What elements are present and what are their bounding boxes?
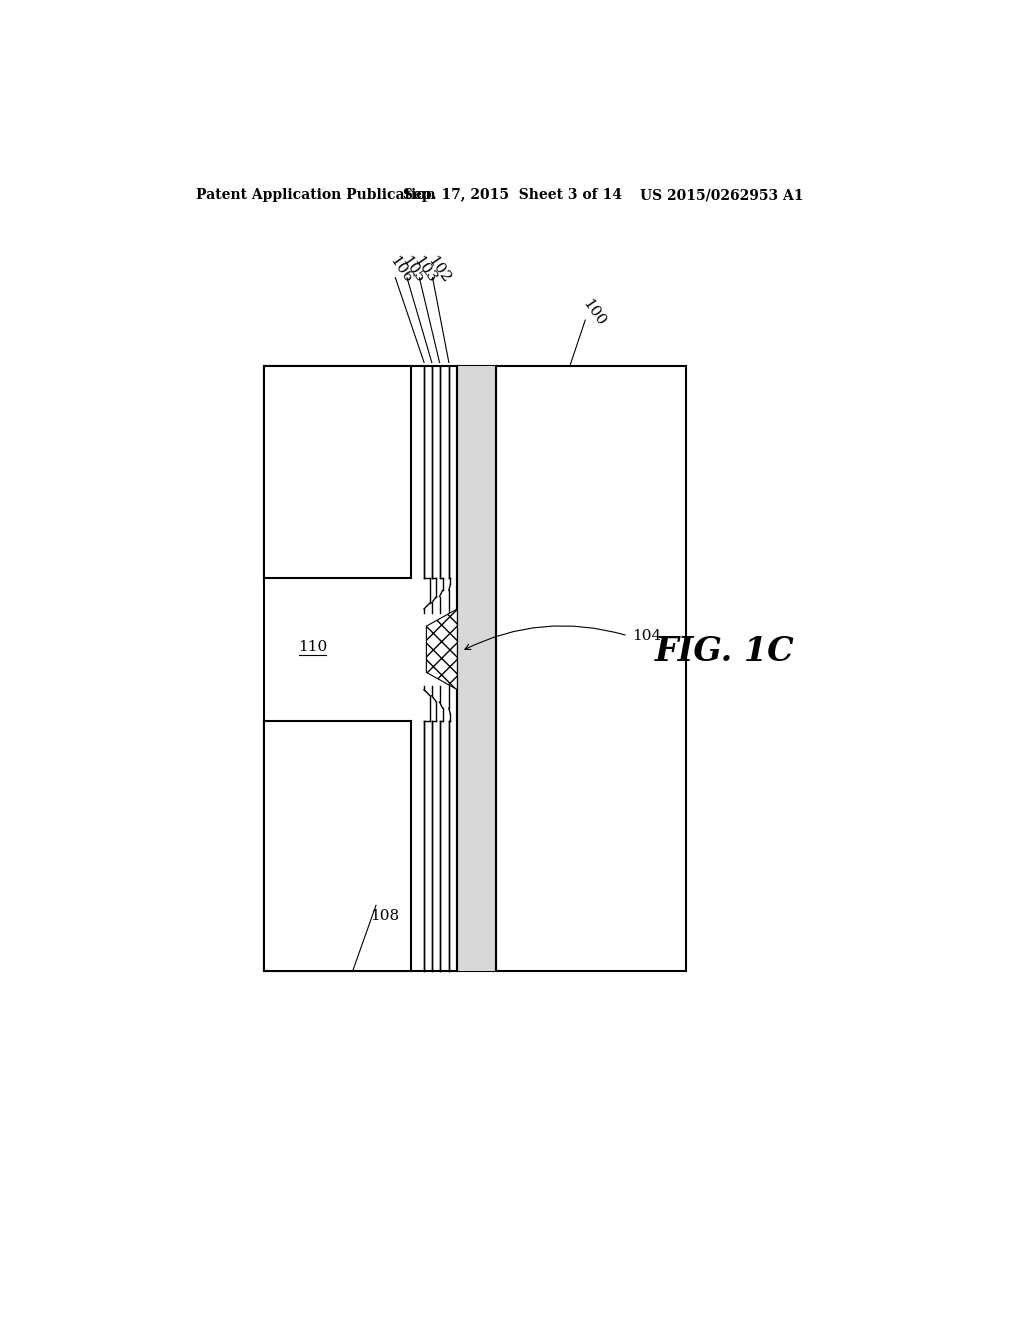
Bar xyxy=(263,367,686,970)
Bar xyxy=(263,367,411,578)
Text: 100: 100 xyxy=(580,296,607,329)
Text: 103: 103 xyxy=(411,253,439,286)
Text: FIG. 1C: FIG. 1C xyxy=(655,635,795,668)
Text: Sep. 17, 2015  Sheet 3 of 14: Sep. 17, 2015 Sheet 3 of 14 xyxy=(403,189,623,202)
Text: US 2015/0262953 A1: US 2015/0262953 A1 xyxy=(640,189,803,202)
Text: 108: 108 xyxy=(371,909,399,923)
Text: 104: 104 xyxy=(632,628,662,643)
Polygon shape xyxy=(426,609,458,689)
Text: Patent Application Publication: Patent Application Publication xyxy=(197,189,436,202)
Text: 110: 110 xyxy=(299,640,328,655)
Bar xyxy=(263,721,411,970)
Text: 106: 106 xyxy=(387,253,415,286)
Bar xyxy=(458,367,496,970)
Text: 105: 105 xyxy=(398,253,427,286)
Text: 102: 102 xyxy=(424,253,453,286)
